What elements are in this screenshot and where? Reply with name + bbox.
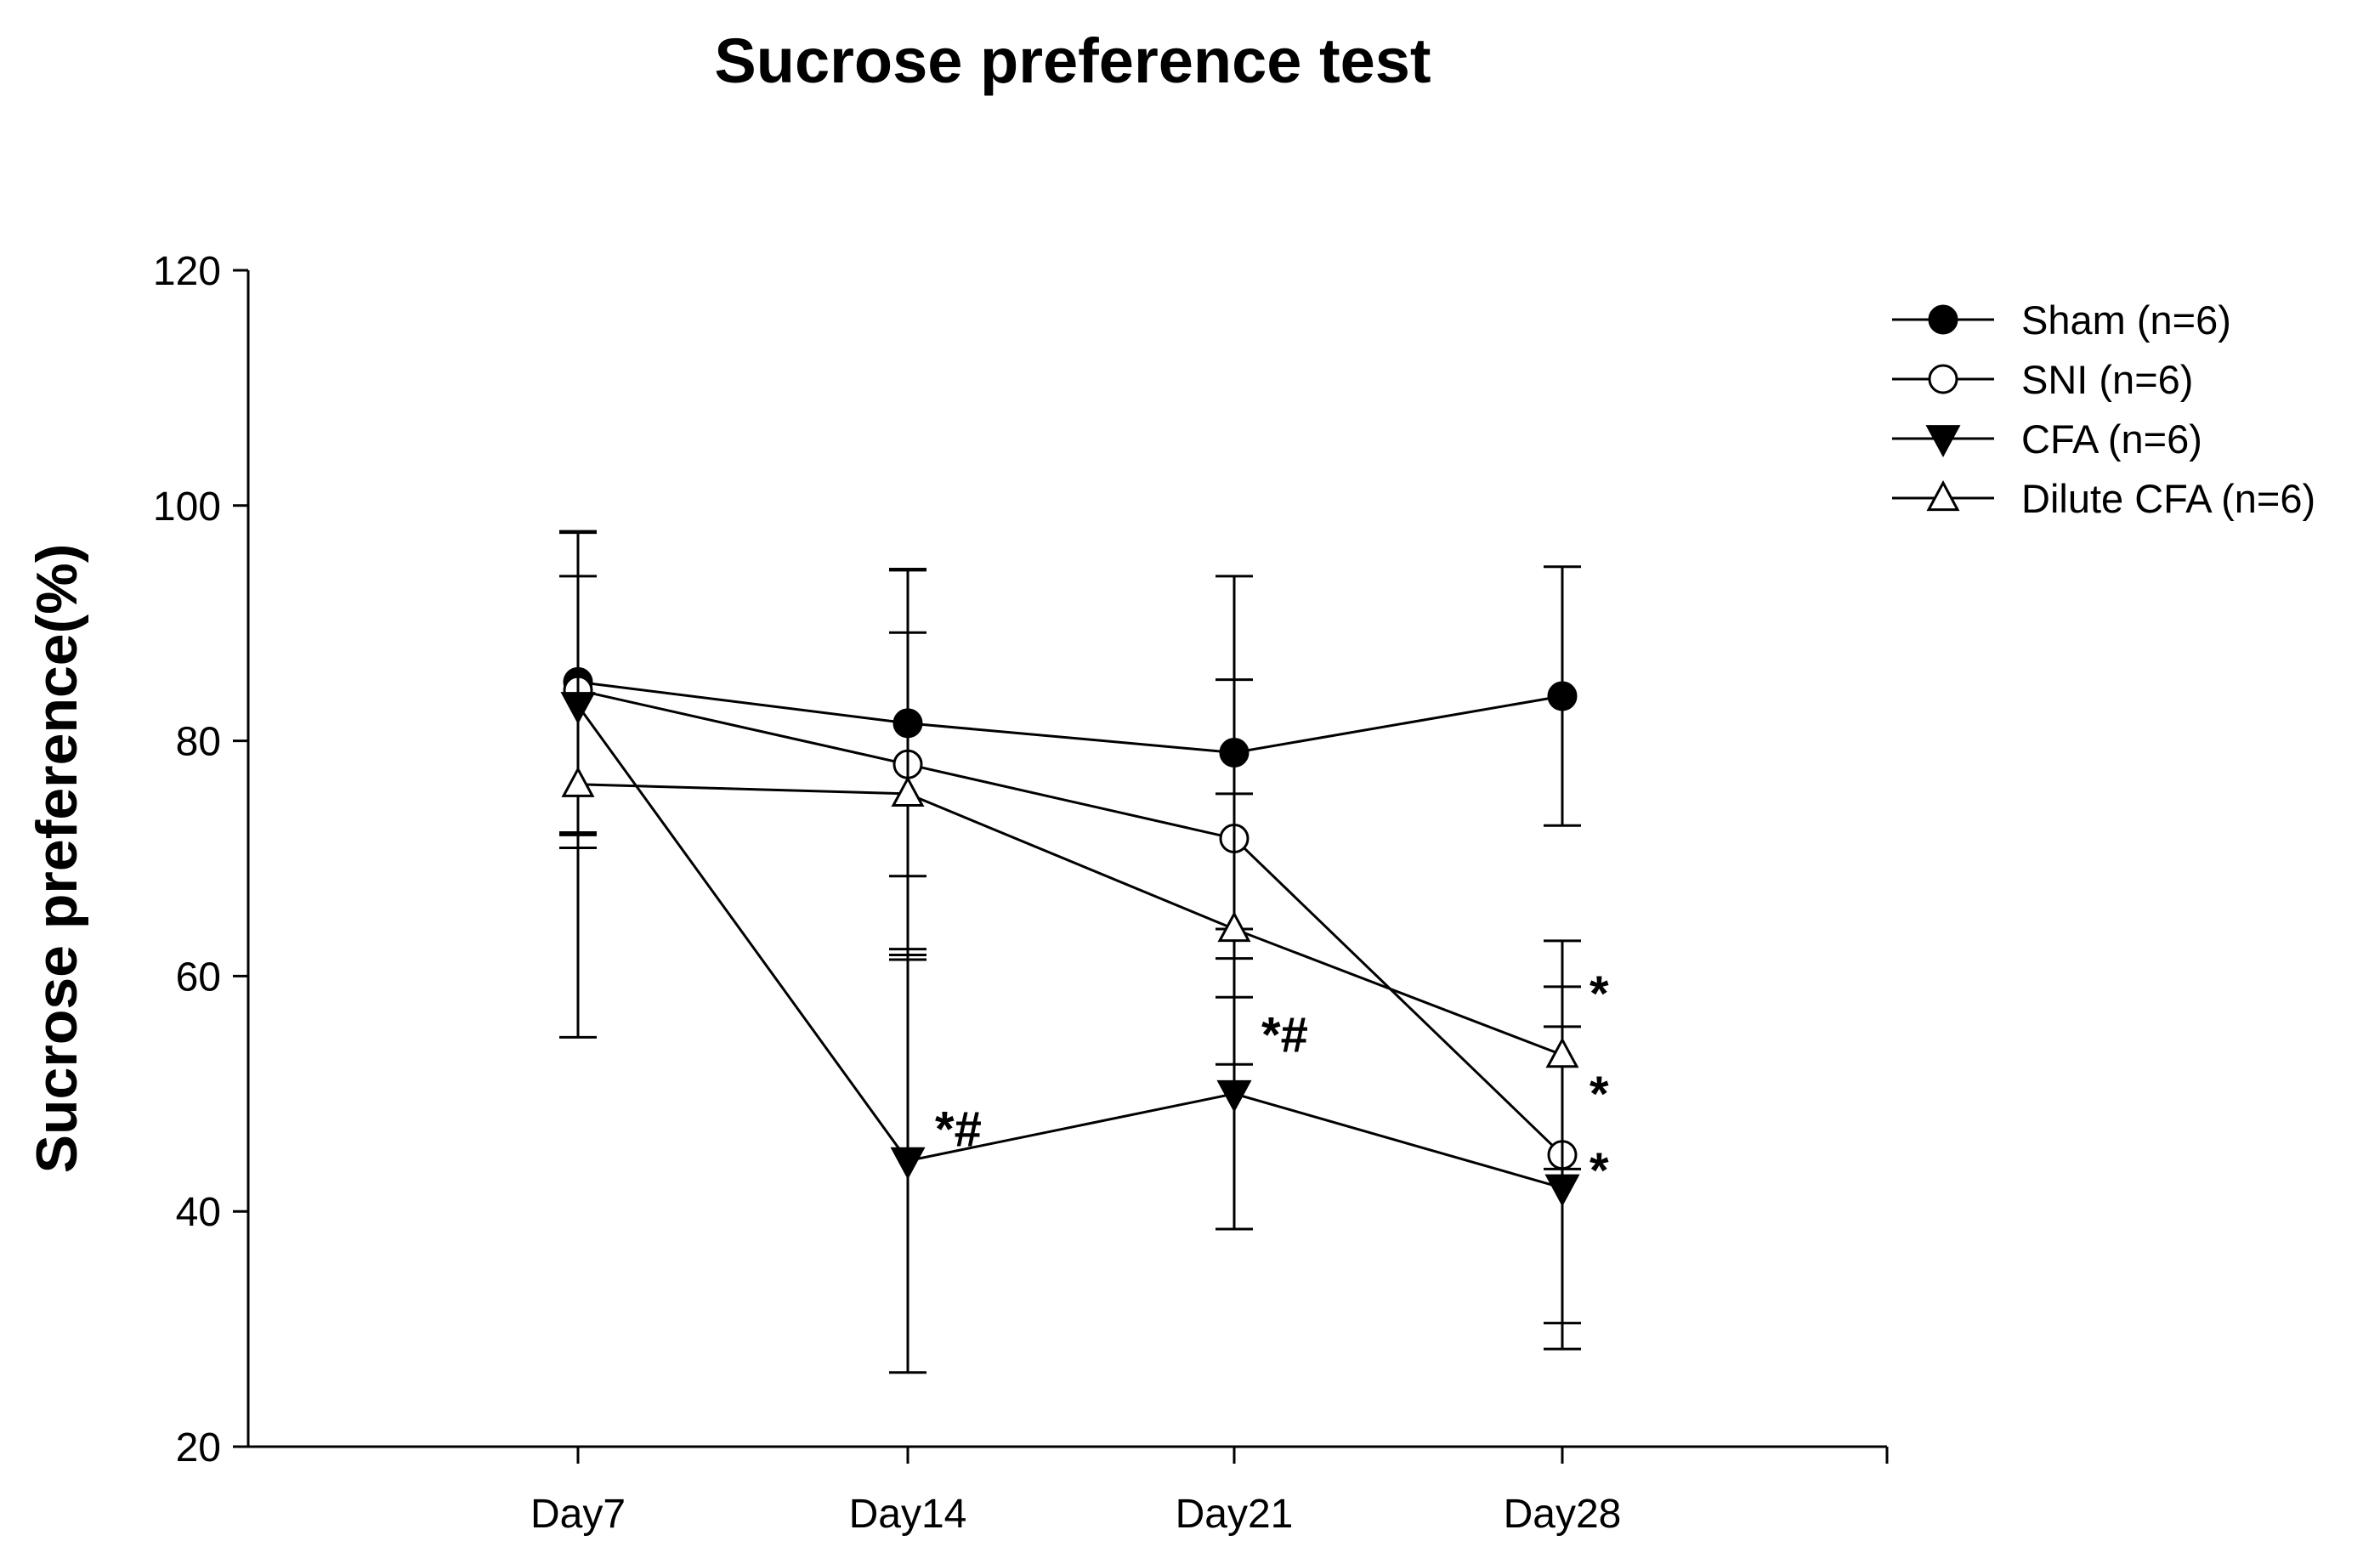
plot-area: 20 40 60 80 100 120 Day7 Day14 Day21 Day28 *# *# * * * — [153, 249, 1889, 1537]
legend-label: SNI (n=6) — [2021, 357, 2193, 402]
series-0 — [559, 530, 1581, 931]
legend-marker — [1928, 304, 1958, 335]
series-1 — [559, 531, 1581, 1325]
y-tick-label: 100 — [153, 484, 221, 530]
y-axis-label: Sucrose preference(%) — [25, 544, 89, 1174]
significance-annotation: *# — [1261, 1008, 1308, 1063]
significance-annotation: * — [1590, 966, 1609, 1022]
legend-item: CFA (n=6) — [1892, 416, 2202, 462]
data-point — [1547, 681, 1578, 711]
legend-item: Sham (n=6) — [1892, 297, 2231, 343]
legend-marker — [1926, 479, 1960, 512]
legend-item: SNI (n=6) — [1892, 357, 2193, 402]
series-2 — [559, 575, 1581, 1374]
chart-title: Sucrose preference test — [714, 25, 1431, 96]
data-point — [1545, 1037, 1579, 1068]
y-tick-label: 120 — [153, 249, 221, 294]
x-tick-label: Day7 — [530, 1492, 626, 1537]
legend-label: CFA (n=6) — [2021, 416, 2202, 462]
legend-label: Dilute CFA (n=6) — [2021, 476, 2315, 521]
series-line — [577, 688, 1564, 1156]
x-tick-label: Day14 — [849, 1492, 967, 1537]
legend-marker — [1928, 364, 1958, 394]
series-line — [577, 783, 1563, 1057]
series-line — [576, 705, 1563, 1189]
y-tick-label: 20 — [176, 1425, 221, 1470]
data-point — [1544, 1174, 1580, 1207]
significance-annotation: * — [1590, 1143, 1609, 1198]
legend-marker — [1925, 425, 1961, 458]
significance-annotation: * — [1590, 1067, 1609, 1122]
legend-item: Dilute CFA (n=6) — [1892, 476, 2315, 521]
legend: Sham (n=6) SNI (n=6) CFA (n=6) Dilute CFA (… — [1892, 297, 2315, 521]
data-point — [891, 775, 925, 807]
data-point — [890, 1147, 926, 1180]
y-tick-label: 60 — [176, 955, 221, 1000]
data-point — [561, 766, 595, 797]
x-tick-label: Day28 — [1504, 1492, 1622, 1537]
series-3 — [559, 530, 1581, 1170]
data-point — [1216, 1079, 1252, 1113]
significance-annotation: *# — [935, 1102, 982, 1157]
y-tick-label: 80 — [176, 720, 221, 765]
series-line — [577, 680, 1563, 754]
data-point — [1217, 911, 1251, 943]
x-tick-label: Day21 — [1176, 1492, 1294, 1537]
y-tick-label: 40 — [176, 1190, 221, 1235]
legend-label: Sham (n=6) — [2021, 297, 2231, 343]
